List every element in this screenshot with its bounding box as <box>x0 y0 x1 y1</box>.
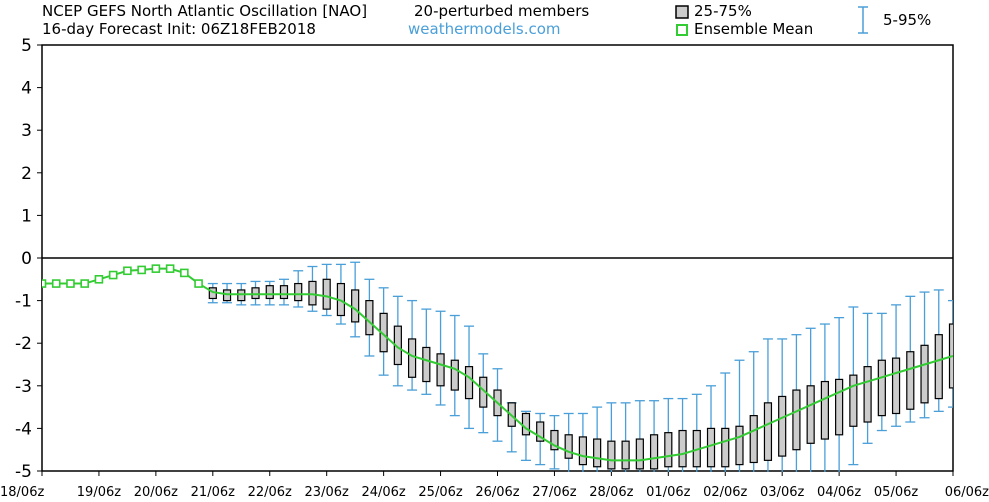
x-tick-label: 04/06z <box>817 485 861 500</box>
iqr-box <box>749 415 758 464</box>
y-tick-label: 3 <box>21 121 32 141</box>
iqr-box <box>820 380 829 440</box>
x-tick-label: 27/06z <box>532 485 576 500</box>
mean-marker <box>51 279 61 288</box>
x-tick-label: 18/06z <box>0 485 44 500</box>
iqr-box <box>806 385 815 444</box>
mean-marker <box>137 265 146 275</box>
iqr-box <box>237 289 246 302</box>
x-tick-label: 22/06z <box>248 485 292 500</box>
x-tick-label: 21/06z <box>191 485 235 500</box>
iqr-box <box>464 366 474 400</box>
legend-mean-label: Ensemble Mean <box>694 20 814 38</box>
y-tick-label: -1 <box>15 292 32 312</box>
mean-marker <box>108 270 118 280</box>
iqr-box <box>891 357 901 415</box>
iqr-box <box>778 395 787 457</box>
iqr-box <box>635 438 644 470</box>
iqr-box <box>649 434 659 470</box>
iqr-box <box>706 427 716 468</box>
iqr-box <box>436 353 445 387</box>
credit-text: weathermodels.com <box>408 20 561 38</box>
mean-marker <box>80 279 90 288</box>
x-tick-label: 23/06z <box>305 485 349 500</box>
iqr-box <box>550 429 559 451</box>
iqr-box <box>664 432 673 468</box>
y-tick-label: 5 <box>21 36 32 56</box>
x-tick-label: 05/06z <box>874 485 918 500</box>
y-tick-label: -5 <box>15 462 32 482</box>
y-tick-label: 0 <box>21 249 32 269</box>
iqr-box <box>222 289 232 302</box>
x-tick-label: 06/06z <box>945 485 989 500</box>
iqr-box <box>877 359 886 417</box>
y-tick-label: 2 <box>21 164 32 184</box>
mean-marker <box>180 268 189 278</box>
iqr-box <box>265 285 274 300</box>
x-tick-label: 19/06z <box>77 485 121 500</box>
mean-marker <box>123 266 132 276</box>
legend-box-label: 25-75% <box>694 2 752 20</box>
x-tick-label: 03/06z <box>760 485 804 500</box>
iqr-box <box>863 366 872 423</box>
x-tick-label: 02/06z <box>703 485 747 500</box>
x-tick-label: 28/06z <box>589 485 633 500</box>
iqr-box <box>536 421 545 442</box>
x-tick-label: 25/06z <box>418 485 462 500</box>
ensemble-mean-line <box>42 267 953 462</box>
mean-marker <box>194 279 203 288</box>
iqr-box <box>564 434 573 459</box>
x-tick-label: 01/06z <box>646 485 690 500</box>
y-tick-label: 1 <box>21 206 32 226</box>
iqr-box <box>365 300 374 336</box>
iqr-box <box>721 427 730 468</box>
mean-marker <box>66 279 75 288</box>
iqr-box <box>906 351 915 410</box>
iqr-box <box>521 412 531 436</box>
iqr-box <box>792 389 801 451</box>
iqr-box <box>279 285 289 300</box>
iqr-box <box>920 344 929 404</box>
iqr-box <box>422 346 431 383</box>
iqr-box <box>593 438 602 468</box>
legend-mean-swatch <box>676 24 688 36</box>
members-count: 20-perturbed members <box>414 2 590 20</box>
iqr-box <box>294 282 303 302</box>
iqr-box <box>835 378 844 436</box>
iqr-box <box>735 425 744 466</box>
y-tick-label: 4 <box>21 79 32 99</box>
legend-whisker-icon <box>858 6 868 34</box>
x-tick-label: 26/06z <box>475 485 519 500</box>
iqr-box <box>322 278 331 310</box>
chart-title: NCEP GEFS North Atlantic Oscillation [NA… <box>42 2 368 20</box>
x-tick-label: 20/06z <box>134 485 178 500</box>
iqr-box <box>621 440 630 470</box>
iqr-box <box>849 374 858 427</box>
mean-marker <box>165 264 175 273</box>
plot-area <box>42 261 953 472</box>
iqr-box <box>308 280 317 306</box>
y-tick-label: -3 <box>15 377 32 397</box>
mean-marker <box>94 274 104 284</box>
chart-subtitle: 16-day Forecast Init: 06Z18FEB2018 <box>42 20 316 38</box>
mean-marker <box>42 279 47 288</box>
x-tick-label: 24/06z <box>361 485 405 500</box>
iqr-box <box>251 287 260 300</box>
iqr-box <box>678 429 687 468</box>
legend-box-swatch <box>675 5 689 19</box>
iqr-box <box>450 359 459 391</box>
iqr-box <box>934 334 943 400</box>
y-tick-label: -4 <box>15 419 32 439</box>
mean-marker <box>151 264 161 273</box>
y-tick-label: -2 <box>15 334 32 354</box>
iqr-box <box>407 338 417 378</box>
iqr-box <box>607 440 616 470</box>
iqr-box <box>763 402 773 461</box>
iqr-box <box>578 436 588 466</box>
iqr-box <box>351 289 360 323</box>
legend-whisker-label: 5-95% <box>883 11 932 29</box>
